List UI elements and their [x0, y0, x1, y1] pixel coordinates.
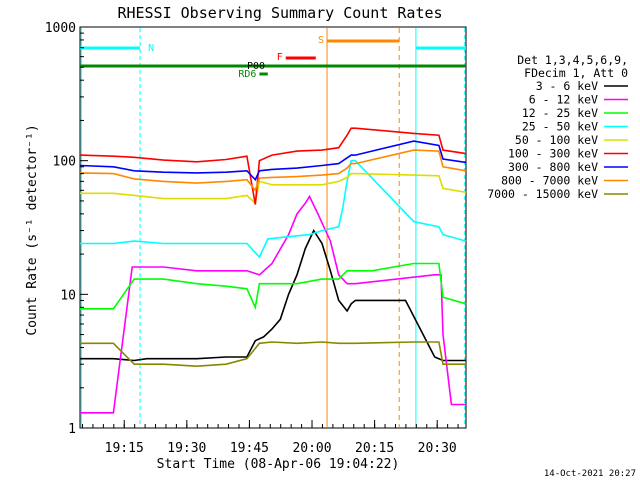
flag-label-p00: P00	[247, 61, 265, 72]
flag-label-n: N	[148, 43, 154, 54]
flag-label-s: S	[318, 35, 324, 46]
y-tick-label-100: 100	[53, 155, 76, 170]
flag-label-rd6: RD6	[238, 69, 256, 80]
series-line-800-7000-kev	[79, 149, 467, 192]
series-line-6-12-kev	[80, 194, 466, 414]
series-line-100-300-kev	[79, 127, 467, 205]
series-line-3-6-kev	[80, 228, 466, 362]
x-tick-label-20-30: 20:30	[418, 441, 457, 456]
chart-title: RHESSI Observing Summary Count Rates	[117, 4, 442, 22]
legend-label-6-12-kev: 6 - 12 keV	[529, 93, 598, 107]
x-axis-label: Start Time (08-Apr-06 19:04:22)	[157, 457, 400, 472]
y-axis-label: Count Rate (s⁻¹ detector⁻¹)	[25, 124, 40, 335]
legend-label-12-25-kev: 12 - 25 keV	[522, 106, 598, 120]
axis-ticks: 1 10 100 1000 19:15 19:30 19:45 20:00 20:15 20:30	[45, 21, 459, 456]
y-tick-label-1000: 1000	[45, 21, 76, 36]
legend-label-100-300-kev: 100 - 300 keV	[508, 147, 598, 161]
legend-label-25-50-kev: 25 - 50 keV	[522, 120, 598, 134]
legend-label-800-7000-kev: 800 - 7000 keV	[501, 174, 598, 188]
legend: Det 1,3,4,5,6,9,FDecim 1, Att 03 - 6 keV…	[487, 53, 628, 201]
series-line-12-25-kev	[80, 262, 467, 310]
x-tick-label-20-15: 20:15	[355, 441, 394, 456]
x-tick-label-20-00: 20:00	[292, 441, 331, 456]
legend-header-line-1: Det 1,3,4,5,6,9,	[517, 53, 628, 67]
footer-timestamp: 14-Oct-2021 20:27	[544, 469, 636, 479]
x-tick-label-19-30: 19:30	[167, 441, 206, 456]
legend-label-3-6-kev: 3 - 6 keV	[536, 79, 598, 93]
series-line-7000-15000-kev	[80, 341, 466, 368]
legend-header-line-2: FDecim 1, Att 0	[524, 66, 628, 80]
x-tick-label-19-45: 19:45	[230, 441, 269, 456]
y-tick-label-1: 1	[68, 422, 76, 437]
legend-label-50-100-kev: 50 - 100 keV	[515, 133, 598, 147]
series-line-25-50-kev	[80, 159, 467, 259]
legend-label-300-800-kev: 300 - 800 keV	[508, 160, 598, 174]
plot-frame	[79, 26, 467, 429]
series-line-50-100-kev	[80, 172, 467, 205]
legend-label-7000-15000-kev: 7000 - 15000 keV	[487, 187, 598, 201]
x-tick-label-19-15: 19:15	[105, 441, 144, 456]
flag-label-f: F	[277, 52, 283, 63]
series-line-300-800-kev	[79, 140, 467, 182]
y-tick-label-10: 10	[60, 288, 76, 303]
